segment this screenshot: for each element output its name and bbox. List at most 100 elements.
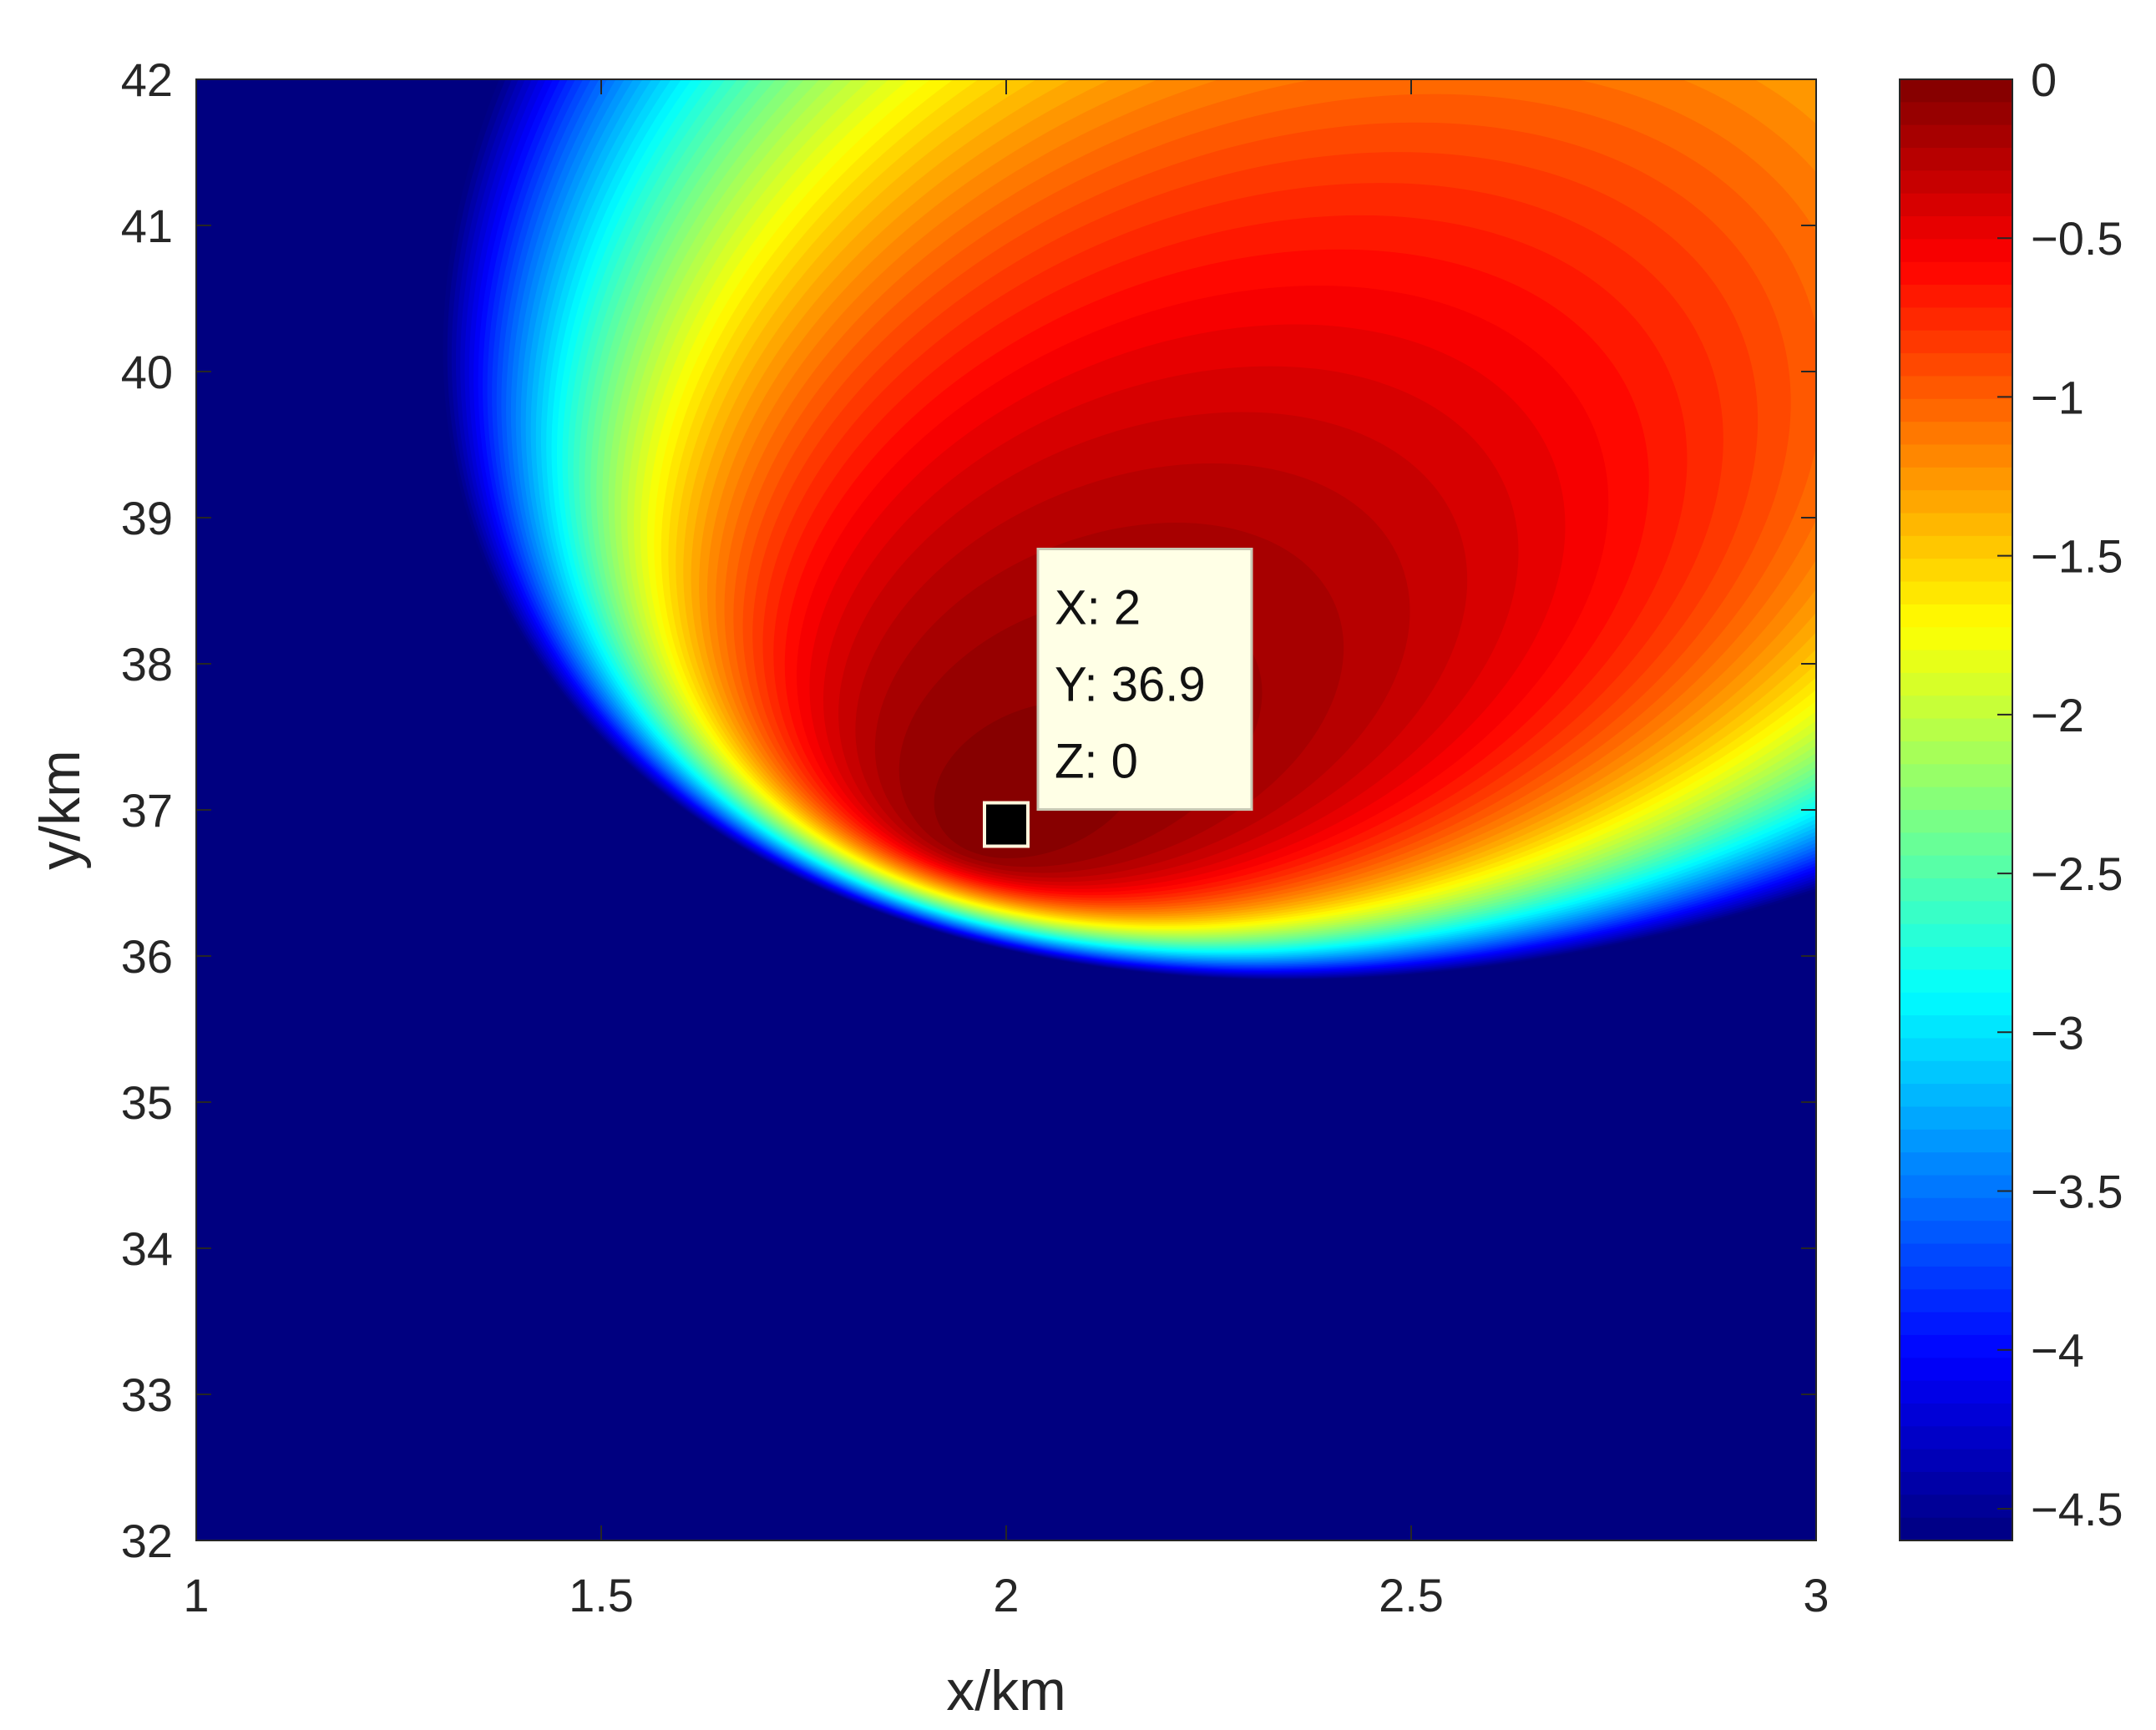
colorbar-band [1900,604,2012,628]
y-tick-label: 38 [121,638,173,690]
colorbar-tick-label: −2 [2031,689,2084,741]
colorbar-band [1900,1266,2012,1290]
colorbar-band [1900,1334,2012,1358]
colorbar-band [1900,1380,2012,1404]
colorbar-band [1900,376,2012,400]
y-tick-label: 39 [121,492,173,544]
colorbar-bands [1900,79,2012,1541]
colorbar-band [1900,1060,2012,1085]
colorbar-band [1900,535,2012,559]
colorbar-band [1900,810,2012,833]
x-tick-label: 2 [993,1569,1019,1621]
x-axis: 1 1.5 2 2.5 3 [183,79,1830,1621]
colorbar-band [1900,1471,2012,1495]
colorbar-band [1900,947,2012,971]
x-tick-label: 1.5 [569,1569,634,1621]
colorbar-tick-label: −3.5 [2031,1166,2123,1218]
y-axis-label: y/km [28,750,92,870]
y-tick-label: 36 [121,930,173,983]
y-tick-label: 34 [121,1222,173,1275]
colorbar-band [1900,239,2012,263]
colorbar-band [1900,559,2012,583]
colorbar-band [1900,878,2012,902]
colorbar-band [1900,1449,2012,1473]
y-axis: 32 33 34 35 36 37 38 39 40 41 42 [121,53,1816,1567]
colorbar-band [1900,901,2012,925]
colorbar-band [1900,1106,2012,1131]
datatip-line: Y: 36.9 [1055,658,1206,712]
colorbar-band [1900,923,2012,948]
datatip-marker[interactable] [983,801,1030,848]
x-tick-label: 1 [183,1569,209,1621]
colorbar-band [1900,718,2012,742]
colorbar-band [1900,581,2012,605]
colorbar-band [1900,627,2012,651]
colorbar-band [1900,1426,2012,1450]
colorbar-tick-label: −0.5 [2031,212,2123,265]
colorbar-band [1900,1221,2012,1245]
colorbar-band [1900,1517,2012,1541]
x-axis-label: x/km [946,1659,1066,1722]
colorbar-band [1900,1289,2012,1313]
colorbar-tick-label: −4.5 [2031,1483,2123,1535]
colorbar-band [1900,398,2012,422]
colorbar-tick-label: 0 [2031,53,2057,106]
colorbar-band [1900,1312,2012,1336]
datatip-box [1036,548,1253,811]
colorbar-tick-label: −1.5 [2031,530,2123,583]
colorbar-band [1900,787,2012,811]
colorbar-tick-label: −1 [2031,371,2084,423]
plot-area [195,78,1817,1541]
colorbar-band [1900,285,2012,309]
colorbar-band [1900,148,2012,171]
colorbar-band [1900,444,2012,468]
colorbar-band [1900,467,2012,491]
colorbar-tick-label: −2.5 [2031,847,2123,900]
colorbar: 0 −0.5 −1 −1.5 −2 −2.5 −3 −3.5 −4 −4.5 [1899,53,2123,1541]
y-tick-label: 32 [121,1515,173,1567]
y-tick-label: 41 [121,200,173,252]
colorbar-band [1900,1038,2012,1062]
y-tick-label: 37 [121,784,173,837]
x-tick-label: 2.5 [1379,1569,1444,1621]
colorbar-band [1900,1495,2012,1519]
colorbar-band [1900,650,2012,674]
colorbar-band [1900,422,2012,446]
datatip-line: X: 2 [1055,581,1141,635]
colorbar-band [1900,307,2012,331]
colorbar-ticks: 0 −0.5 −1 −1.5 −2 −2.5 −3 −3.5 −4 −4.5 [1997,53,2123,1535]
y-tick-label: 33 [121,1368,173,1421]
colorbar-frame [1899,78,2013,1541]
colorbar-band [1900,1175,2012,1199]
colorbar-band [1900,855,2012,879]
y-tick-label: 40 [121,346,173,398]
colorbar-band [1900,216,2012,240]
colorbar-band [1900,969,2012,994]
colorbar-tick-label: −4 [2031,1324,2084,1377]
colorbar-band [1900,330,2012,354]
colorbar-band [1900,102,2012,126]
colorbar-band [1900,513,2012,537]
colorbar-band [1900,79,2012,103]
colorbar-tick-label: −3 [2031,1006,2084,1059]
colorbar-band [1900,1129,2012,1153]
datatip[interactable]: X: 2 Y: 36.9 Z: 0 [983,548,1253,848]
colorbar-band [1900,490,2012,514]
x-tick-label: 3 [1803,1569,1829,1621]
colorbar-band [1900,1015,2012,1040]
colorbar-band [1900,764,2012,788]
y-tick-label: 35 [121,1076,173,1129]
colorbar-band [1900,741,2012,765]
y-tick-label: 42 [121,53,173,106]
colorbar-band [1900,672,2012,696]
colorbar-band [1900,1243,2012,1267]
colorbar-band [1900,170,2012,195]
colorbar-band [1900,261,2012,286]
colorbar-band [1900,1197,2012,1222]
colorbar-band [1900,124,2012,149]
contour-bands [196,79,1816,1540]
colorbar-band [1900,1403,2012,1427]
colorbar-band [1900,1358,2012,1382]
colorbar-band [1900,193,2012,217]
